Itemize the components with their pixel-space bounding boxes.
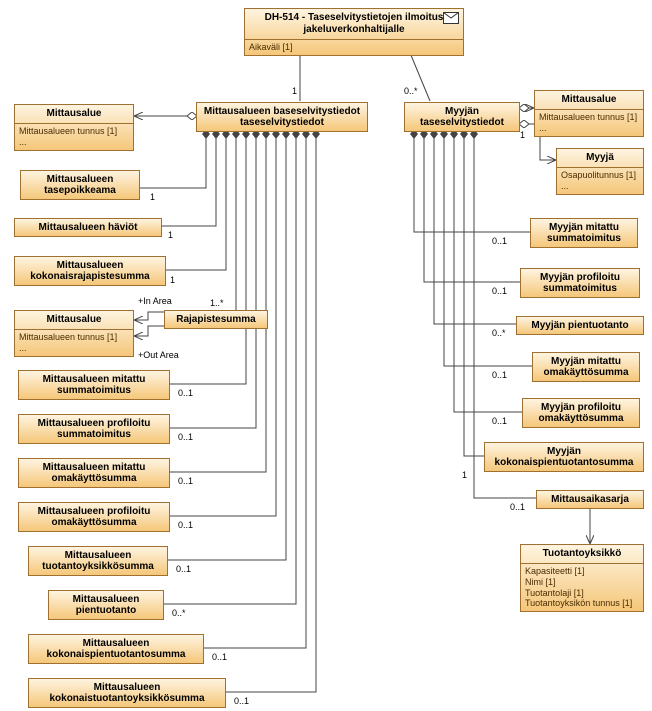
- root-attr: Aikaväli [1]: [245, 40, 463, 55]
- mst-l2: taseselvitystiedot: [420, 117, 504, 128]
- ma-left-class: Mittausalue Mittausalueen tunnus [1] ...: [14, 104, 134, 151]
- krps-class: Mittausalueenkokonaisrajapistesumma: [14, 256, 166, 286]
- c01c: 0..1: [178, 476, 193, 486]
- r1: 1: [462, 470, 467, 480]
- mykps-class: Myyjänkokonaispientuotantosumma: [484, 442, 644, 472]
- ty-class: Tuotantoyksikkö Kapasiteetti [1] Nimi [1…: [520, 544, 644, 612]
- mypok-class: Myyjän profiloituomakäyttösumma: [522, 398, 640, 428]
- ma-right-attr: Mittausalueen tunnus [1] ...: [535, 110, 643, 136]
- myyja-title: Myyjä: [557, 149, 643, 168]
- c0s: 0..*: [172, 608, 186, 618]
- tasep-class: Mittausalueentasepoikkeama: [20, 170, 140, 200]
- maks-class: Mittausaikasarja: [536, 490, 644, 509]
- mbt-class: Mittausalueen baseselvitystiedot tasesel…: [196, 102, 368, 132]
- root-title: DH-514 - Taseselvitystietojen ilmoitus j…: [245, 9, 463, 40]
- ma-left-title: Mittausalue: [15, 105, 133, 124]
- rps-class: Rajapistesumma: [164, 310, 268, 329]
- r01a: 0..1: [492, 236, 507, 246]
- card-1e: 1: [170, 275, 175, 285]
- mbt-l2: taseselvitystiedot: [240, 117, 324, 128]
- mms-class: Mittausalueen mitattusummatoimitus: [18, 370, 170, 400]
- myyja-class: Myyjä Osapuolitunnus [1] ...: [556, 148, 644, 195]
- c01f: 0..1: [212, 652, 227, 662]
- c01e: 0..1: [176, 564, 191, 574]
- r0s: 0..*: [492, 328, 506, 338]
- mymok-class: Myyjän mitattuomakäyttösumma: [532, 352, 640, 382]
- r01d: 0..1: [492, 416, 507, 426]
- ma-right-class: Mittausalue Mittausalueen tunnus [1] ...: [534, 90, 644, 137]
- myyja-attr: Osapuolitunnus [1] ...: [557, 168, 643, 194]
- mbt-l1: Mittausalueen baseselvitystiedot: [204, 106, 360, 117]
- mmok-class: Mittausalueen mitattuomakäyttösumma: [18, 458, 170, 488]
- in-area: +In Area: [138, 296, 172, 306]
- card-1b: 1: [520, 130, 525, 140]
- c01d: 0..1: [178, 520, 193, 530]
- mps-class: Mittausalueen profiloitusummatoimitus: [18, 414, 170, 444]
- envelope-icon: [443, 12, 459, 24]
- root-class: DH-514 - Taseselvitystietojen ilmoitus j…: [244, 8, 464, 56]
- mpt-class: Mittausalueenpientuotanto: [48, 590, 164, 620]
- card-1: 1: [292, 86, 297, 96]
- out-area: +Out Area: [138, 350, 179, 360]
- myps-class: Myyjän profiloitusummatoimitus: [520, 268, 640, 298]
- mypt-class: Myyjän pientuotanto: [516, 316, 644, 335]
- mst-l1: Myyjän: [445, 106, 479, 117]
- mktys-class: Mittausalueenkokonaistuotantoyksikkösumm…: [28, 678, 226, 708]
- mpok-class: Mittausalueen profiloituomakäyttösumma: [18, 502, 170, 532]
- r01c: 0..1: [492, 370, 507, 380]
- ma-right-title: Mittausalue: [535, 91, 643, 110]
- ma-mid-class: Mittausalue Mittausalueen tunnus [1] ...: [14, 310, 134, 357]
- card-1star: 1..*: [210, 298, 224, 308]
- card-1d: 1: [168, 230, 173, 240]
- mst-class: Myyjän taseselvitystiedot: [404, 102, 520, 132]
- mtys-class: Mittausalueentuotantoyksikkösumma: [28, 546, 168, 576]
- mkps-class: Mittausalueenkokonaispientuotantosumma: [28, 634, 204, 664]
- card-1c: 1: [150, 192, 155, 202]
- myms-class: Myyjän mitattusummatoimitus: [530, 218, 638, 248]
- haviot-class: Mittausalueen häviöt: [14, 218, 162, 237]
- c01g: 0..1: [234, 696, 249, 706]
- c01b: 0..1: [178, 432, 193, 442]
- card-0s: 0..*: [404, 86, 418, 96]
- ma-left-attr: Mittausalueen tunnus [1] ...: [15, 124, 133, 150]
- c01a: 0..1: [178, 388, 193, 398]
- r01e: 0..1: [510, 502, 525, 512]
- r01b: 0..1: [492, 286, 507, 296]
